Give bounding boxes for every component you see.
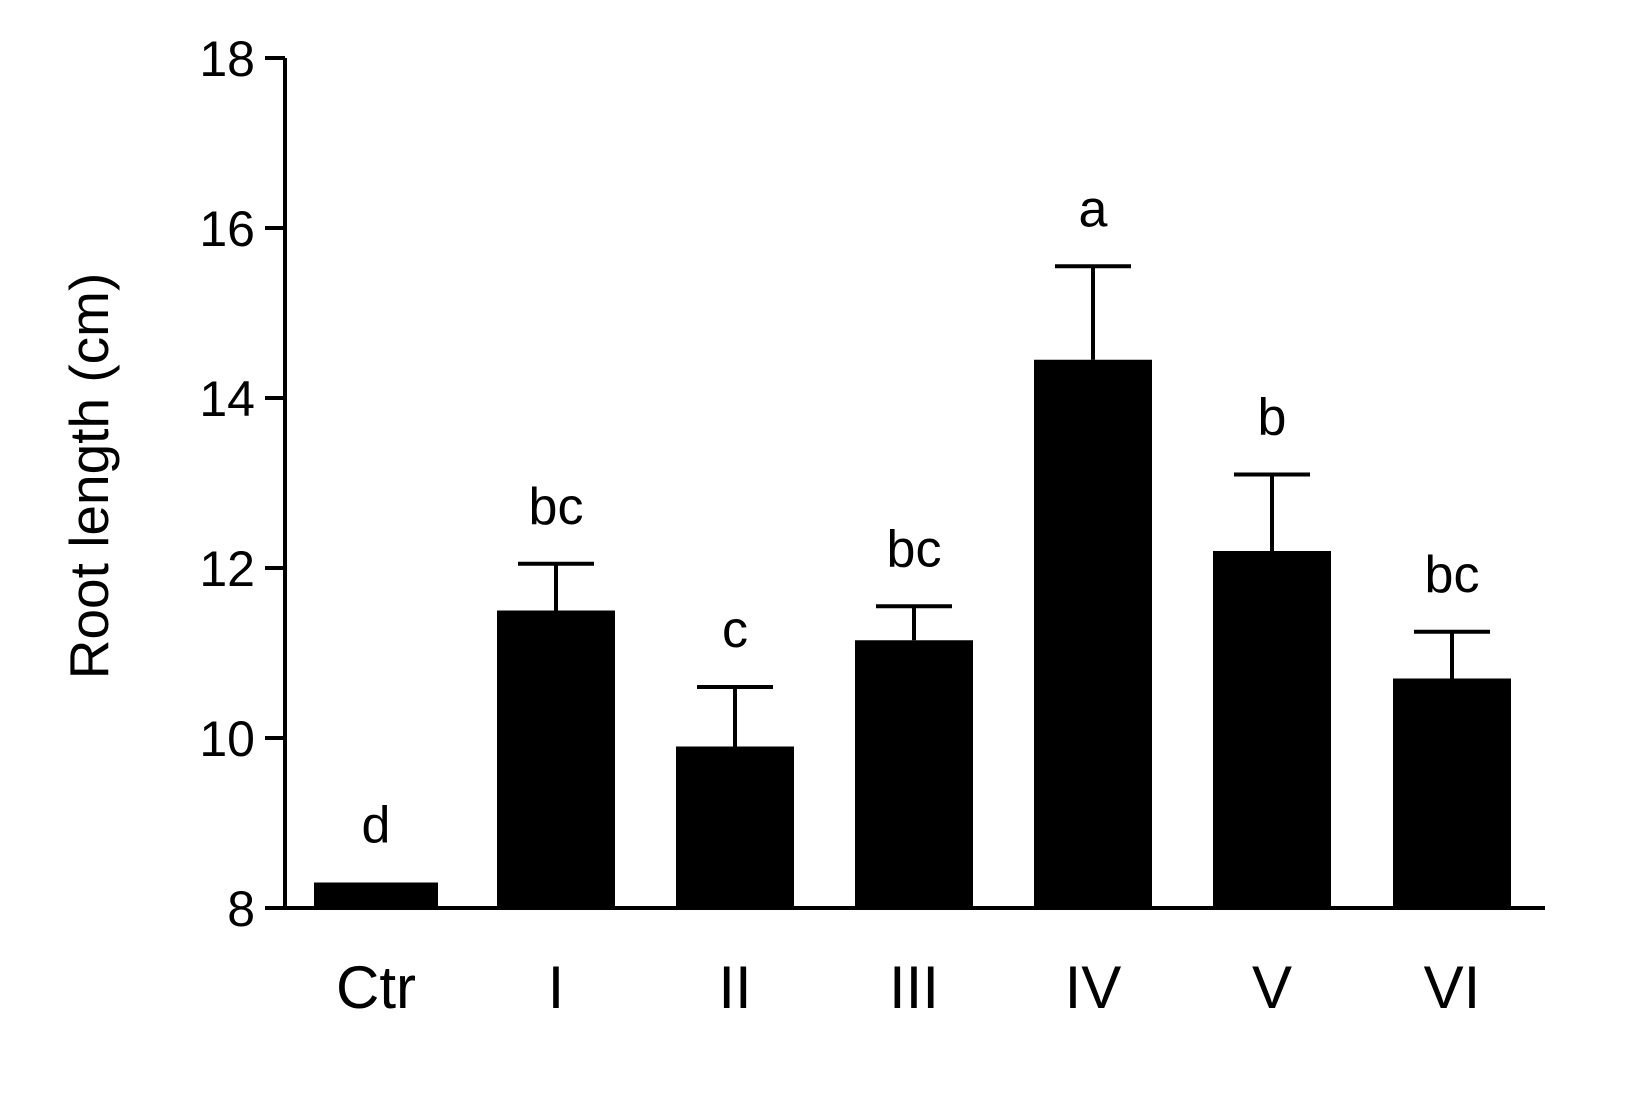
bar xyxy=(855,640,973,908)
significance-label: b xyxy=(1258,389,1287,447)
y-tick-label: 10 xyxy=(199,711,255,767)
significance-label: d xyxy=(362,797,391,855)
y-tick-label: 18 xyxy=(199,31,255,87)
bar xyxy=(1034,359,1152,908)
significance-label: bc xyxy=(887,520,942,578)
category-label: II xyxy=(718,954,751,1021)
bar xyxy=(1213,551,1331,908)
bar xyxy=(314,882,438,908)
significance-label: bc xyxy=(1425,546,1480,604)
y-tick-label: 16 xyxy=(199,201,255,257)
category-label: IV xyxy=(1065,954,1122,1021)
y-tick-label: 12 xyxy=(199,541,255,597)
significance-labels: d bc c bc a b bc xyxy=(362,180,1480,854)
category-label: VI xyxy=(1424,954,1481,1021)
category-label: V xyxy=(1252,954,1292,1021)
category-label: III xyxy=(889,954,939,1021)
significance-label: c xyxy=(722,601,748,659)
bar xyxy=(1393,678,1511,908)
significance-label: a xyxy=(1079,180,1108,238)
category-labels: Ctr I II III IV V VI xyxy=(336,954,1480,1021)
y-axis: 8 10 12 14 16 18 xyxy=(199,31,287,937)
bar xyxy=(497,610,615,908)
category-label: Ctr xyxy=(336,954,416,1021)
bar xyxy=(676,746,794,908)
y-axis-label: Root length (cm) xyxy=(58,273,120,680)
y-tick-label: 14 xyxy=(199,371,255,427)
bars xyxy=(314,359,1511,908)
category-label: I xyxy=(548,954,565,1021)
significance-label: bc xyxy=(529,478,584,536)
y-tick-label: 8 xyxy=(227,881,255,937)
error-bars xyxy=(518,264,1490,747)
